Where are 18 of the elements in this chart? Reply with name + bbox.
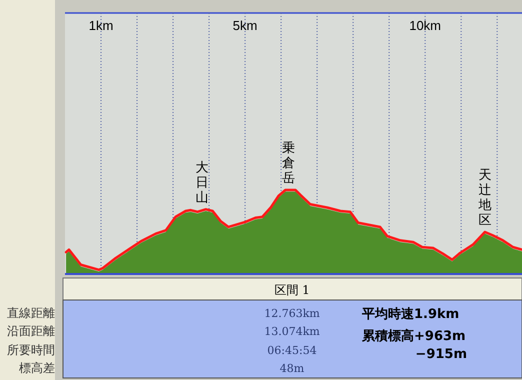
text: 直線距離: [7, 306, 55, 320]
text: 12.763km: [264, 307, 320, 320]
text: 標高差: [19, 361, 55, 375]
x-tick-label: 5km: [232, 18, 258, 33]
text: 平均時速1.9km: [361, 307, 460, 322]
text: 累積標高+963m: [361, 328, 466, 344]
text: 48m: [280, 362, 305, 375]
text: 区間 1: [274, 283, 310, 297]
annotation: 乗倉岳: [282, 141, 295, 186]
text: 沿面距離: [7, 324, 55, 338]
text: 06:45:54: [267, 344, 317, 357]
text: 所要時間: [7, 343, 55, 357]
x-tick-label: 1km: [88, 18, 114, 33]
text: 13.074km: [264, 325, 320, 338]
annotation: 大日山: [195, 160, 208, 206]
annotation: 天辻地区: [477, 168, 492, 228]
x-tick-label: 10km: [409, 18, 442, 33]
text: −915m: [415, 347, 467, 362]
